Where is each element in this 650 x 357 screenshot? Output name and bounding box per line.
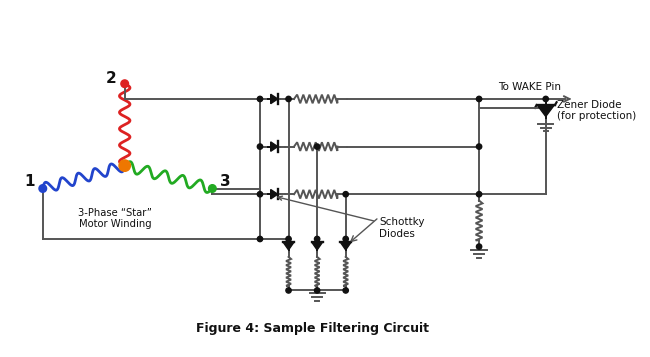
Circle shape xyxy=(257,144,263,149)
Circle shape xyxy=(257,96,263,102)
Circle shape xyxy=(343,236,348,242)
Circle shape xyxy=(286,236,291,242)
Circle shape xyxy=(476,244,482,249)
Circle shape xyxy=(257,236,263,242)
Text: 2: 2 xyxy=(106,70,117,86)
Circle shape xyxy=(286,288,291,293)
Polygon shape xyxy=(270,190,278,199)
Circle shape xyxy=(39,185,47,192)
Text: Zener Diode
(for protection): Zener Diode (for protection) xyxy=(557,100,636,121)
Circle shape xyxy=(315,144,320,149)
Text: To WAKE Pin: To WAKE Pin xyxy=(498,82,561,92)
Text: 3-Phase “Star”
Motor Winding: 3-Phase “Star” Motor Winding xyxy=(78,207,152,229)
Circle shape xyxy=(119,160,131,171)
Text: Schottky
Diodes: Schottky Diodes xyxy=(278,196,424,239)
Polygon shape xyxy=(340,242,351,250)
Text: Figure 4: Sample Filtering Circuit: Figure 4: Sample Filtering Circuit xyxy=(196,322,429,335)
Polygon shape xyxy=(311,242,323,250)
Polygon shape xyxy=(270,142,278,151)
Circle shape xyxy=(343,192,348,197)
Circle shape xyxy=(286,96,291,102)
Circle shape xyxy=(209,185,216,192)
Polygon shape xyxy=(537,105,554,116)
Text: 3: 3 xyxy=(220,174,231,189)
Circle shape xyxy=(543,96,549,102)
Circle shape xyxy=(476,144,482,149)
Circle shape xyxy=(121,80,129,87)
Polygon shape xyxy=(283,242,294,250)
Polygon shape xyxy=(270,94,278,104)
Circle shape xyxy=(315,236,320,242)
Circle shape xyxy=(476,96,482,102)
Circle shape xyxy=(343,288,348,293)
Circle shape xyxy=(257,192,263,197)
Circle shape xyxy=(476,192,482,197)
Circle shape xyxy=(315,288,320,293)
Text: 1: 1 xyxy=(24,174,34,189)
